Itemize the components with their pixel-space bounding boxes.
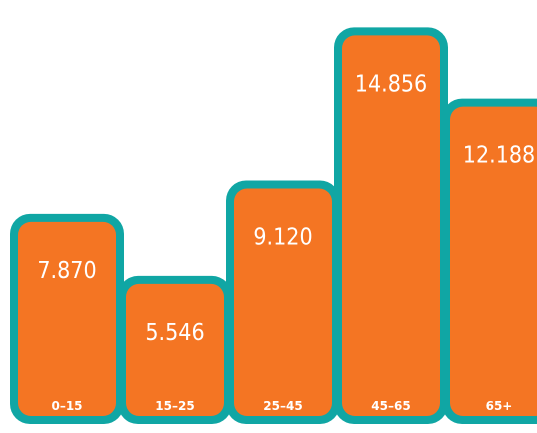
category-label: 0–15 [51, 399, 82, 413]
data-label: 5.546 [145, 320, 204, 346]
category-label: 45–65 [371, 399, 410, 413]
category-label: 25–45 [263, 399, 302, 413]
bar [450, 106, 537, 416]
bar [18, 221, 116, 416]
data-label: 7.870 [37, 258, 96, 284]
category-label: 65+ [486, 399, 513, 413]
category-label: 15–25 [155, 399, 194, 413]
bar [342, 35, 440, 417]
bars-group: 7.870 0–15 5.546 15–25 9.120 25–45 14.856 45–65… [10, 27, 537, 425]
bar [126, 283, 224, 416]
bar [234, 188, 332, 416]
data-label: 12.188 [463, 143, 535, 169]
data-label: 14.856 [355, 71, 427, 97]
data-label: 9.120 [253, 224, 312, 250]
